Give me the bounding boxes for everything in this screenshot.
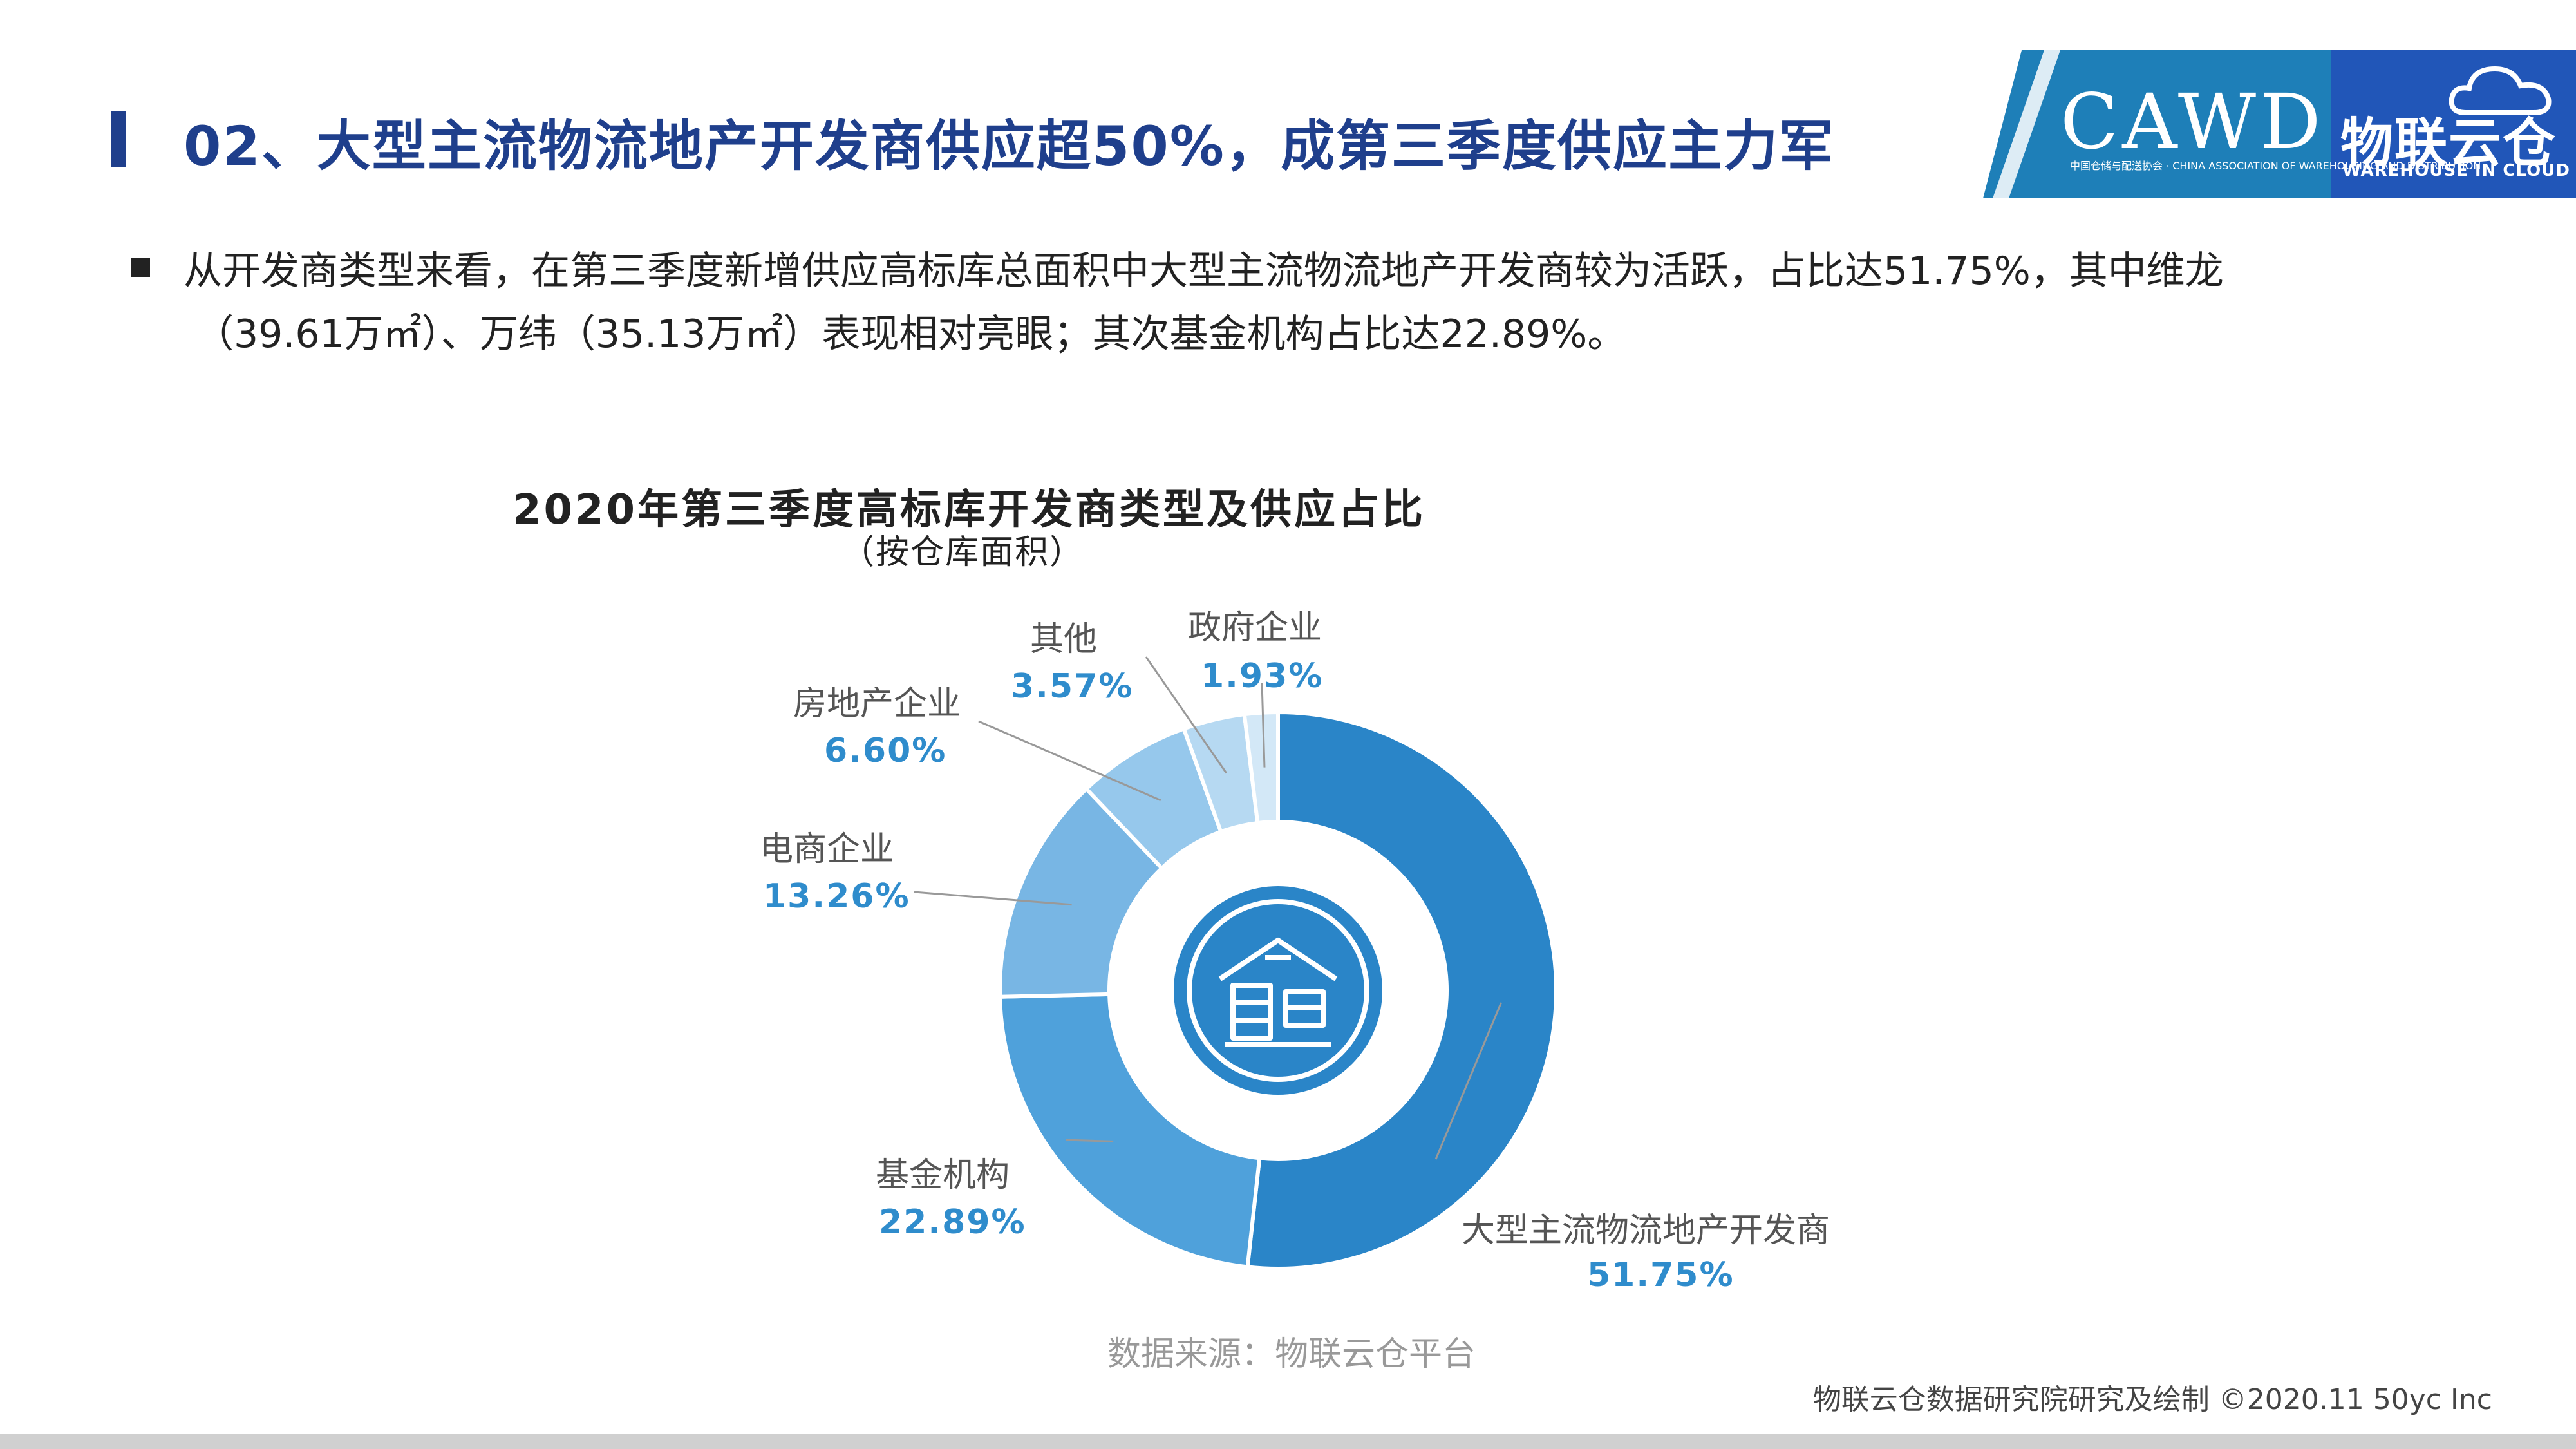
slice-name-label: 政府企业 [1188,609,1322,647]
bullet-line-1: 从开发商类型来看，在第三季度新增供应高标库总面积中大型主流物流地产开发商较为活跃… [183,249,2224,294]
slice-name-label: 大型主流物流地产开发商 [1462,1211,1830,1250]
warehouse-icon [1174,886,1382,1095]
slice-value-label: 51.75% [1587,1256,1735,1294]
footer-credit: 物联云仓数据研究院研究及绘制 ©2020.11 50yc Inc [1812,1383,2492,1416]
chart-subtitle: （按仓库面积） [840,533,1084,572]
slice-name-label: 房地产企业 [793,685,961,723]
donut-slice [1245,710,1558,1271]
title-accent-bar [111,111,126,167]
slice-name-label: 基金机构 [876,1156,1010,1195]
slice-value-label: 6.60% [824,732,947,770]
bullet-line-2: （39.61万㎡）、万纬（35.13万㎡）表现相对亮眼；其次基金机构占比达22.… [195,312,1626,357]
leader-line [1434,1002,1502,1160]
bullet-marker [131,258,150,277]
donut-slice [998,992,1262,1269]
brand-logo-en: WAREHOUSE IN CLOUD [2342,161,2570,180]
donut-slice [1242,710,1280,826]
slice-value-label: 13.26% [763,877,910,916]
leader-line [1261,682,1266,768]
slice-value-label: 3.57% [1011,667,1134,706]
slice-name-label: 其他 [1030,620,1098,659]
leader-line [914,891,1072,906]
page-title: 02、大型主流物流地产开发商供应超50%，成第三季度供应主力军 [183,115,1834,178]
slice-value-label: 1.93% [1201,657,1324,696]
logo-band [1983,50,2576,198]
data-source: 数据来源：物联云仓平台 [1107,1335,1476,1374]
brand-logo-cn: 物联云仓 [2340,113,2557,174]
slice-value-label: 22.89% [879,1203,1026,1242]
cawd-logo: CAWD [2060,77,2325,166]
leader-line [1145,656,1227,774]
cloud-icon [2449,66,2552,115]
slice-name-label: 电商企业 [760,830,894,869]
leader-line [978,720,1161,802]
bottom-strip [0,1434,2576,1449]
chart-title: 2020年第三季度高标库开发商类型及供应占比 [512,486,1426,534]
bullet-text: 从开发商类型来看，在第三季度新增供应高标库总面积中大型主流物流地产开发商较为活跃… [183,240,2476,366]
leader-line [1065,1139,1114,1142]
cawd-logo-subtitle: 中国仓储与配送协会 · CHINA ASSOCIATION OF WAREHOU… [2070,160,2481,172]
